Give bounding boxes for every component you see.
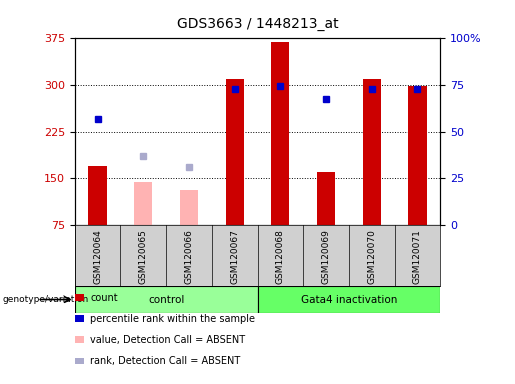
Text: GSM120070: GSM120070: [367, 230, 376, 285]
Bar: [226, 79, 244, 225]
Bar: [317, 172, 335, 225]
Text: GSM120064: GSM120064: [93, 230, 102, 284]
Text: GSM120069: GSM120069: [321, 230, 331, 285]
Text: rank, Detection Call = ABSENT: rank, Detection Call = ABSENT: [90, 356, 241, 366]
Text: GSM120071: GSM120071: [413, 230, 422, 285]
Bar: [134, 182, 152, 225]
Bar: [271, 41, 289, 225]
Text: control: control: [148, 295, 184, 305]
Bar: [89, 166, 107, 225]
Text: GDS3663 / 1448213_at: GDS3663 / 1448213_at: [177, 17, 338, 31]
Text: count: count: [90, 293, 118, 303]
Text: genotype/variation: genotype/variation: [3, 295, 89, 304]
Text: Gata4 inactivation: Gata4 inactivation: [301, 295, 397, 305]
Text: value, Detection Call = ABSENT: value, Detection Call = ABSENT: [90, 335, 245, 345]
Text: GSM120065: GSM120065: [139, 230, 148, 285]
Bar: [75, 286, 258, 313]
Text: percentile rank within the sample: percentile rank within the sample: [90, 314, 255, 324]
Text: GSM120066: GSM120066: [184, 230, 194, 285]
Bar: [258, 286, 440, 313]
Bar: [408, 86, 426, 225]
Text: GSM120068: GSM120068: [276, 230, 285, 285]
Bar: [363, 79, 381, 225]
Bar: [180, 190, 198, 225]
Text: GSM120067: GSM120067: [230, 230, 239, 285]
